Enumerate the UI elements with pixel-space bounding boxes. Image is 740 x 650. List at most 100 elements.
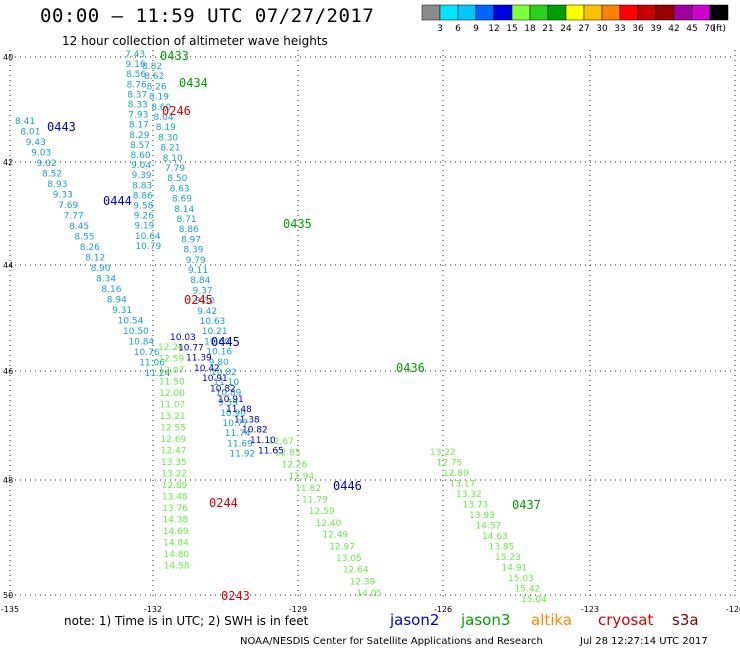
swh-value-label: 10.91 [218,395,244,405]
swh-value-label: 11.74 [225,429,251,439]
legend-color-swatch [529,4,549,21]
legend-bin-label: 70 [704,24,716,34]
swh-value-label: 8.50 [167,174,187,184]
swh-value-label: 8.29 [129,131,149,141]
swh-value-label: 10.42 [194,364,220,374]
legend-color-swatch [673,4,693,21]
swh-value-label: 8.45 [69,222,89,232]
swh-value-label: 8.19 [149,93,169,103]
legend-bin-label: 3 [437,24,443,34]
swh-value-label: 8.71 [177,215,197,225]
swh-value-label: 9.39 [132,171,152,181]
swh-value-label: 12.26 [158,343,184,353]
swh-value-label: 9.42 [197,307,217,317]
swh-value-label: 9.02 [37,159,57,169]
swh-value-label: 14.91 [502,564,528,574]
satellite-legend-label: s3a [672,611,699,629]
swh-value-label: 10.91 [202,374,228,384]
legend-color-swatch [601,4,621,21]
swh-value-label: 9.30 [195,297,215,307]
pass-time-label: 0444 [103,194,132,208]
swh-value-label: 10.64 [135,232,161,242]
legend-color-swatch [475,4,495,21]
swh-value-label: 9.43 [26,138,46,148]
legend-color-swatch [439,4,459,21]
swh-value-label: 8.83 [132,181,152,191]
swh-value-label: 13.93 [469,511,495,521]
swh-value-label: 14.57 [476,522,502,532]
swh-value-label: 14.84 [163,539,189,549]
pass-time-label: 0244 [209,496,238,510]
legend-color-swatch [619,4,639,21]
swh-value-label: 14.05 [356,589,382,599]
swh-value-label: 8.21 [160,144,180,154]
swh-value-label: 8.86 [133,191,153,201]
swh-value-label: 12.47 [161,447,187,457]
swh-value-label: 9.19 [134,222,154,232]
swh-value-label: 7.93 [128,111,148,121]
legend-color-swatch [493,4,513,21]
legend-color-swatch [565,4,585,21]
swh-value-label: 11.07 [160,401,186,411]
y-tick-label: 44 [3,261,13,270]
swh-value-label: 11.24 [145,369,171,379]
swh-value-label: 8.55 [74,233,94,243]
swh-value-label: 10.84 [128,338,154,348]
swh-value-label: 12.00 [159,389,185,399]
swh-value-label: 9.58 [133,202,153,212]
swh-value-label: 8.14 [174,205,194,215]
swh-value-label: 11.10 [250,436,276,446]
swh-value-label: 13.17 [450,480,476,490]
swh-value-label: 7.79 [165,164,185,174]
legend-color-swatch [709,4,729,21]
swh-value-label: 10.21 [202,327,228,337]
swh-value-label: 8.97 [181,235,201,245]
swh-value-label: 9.03 [31,149,51,159]
pass-time-label: 0246 [162,104,191,118]
pass-time-label: 0436 [396,361,425,375]
swh-value-label: 9.04 [131,161,151,171]
swh-value-label: 11.79 [302,496,328,506]
legend-bin-label: 36 [632,24,644,34]
swh-value-label: 10.90 [220,409,246,419]
legend-bin-label: 24 [560,24,572,34]
swh-value-label: 13.05 [336,554,362,564]
swh-value-label: 11.38 [234,415,260,425]
satellite-legend-label: altika [531,611,572,629]
legend-bin-label: 39 [650,24,662,34]
swh-value-label: 12.40 [316,519,342,529]
swh-value-label: 15.23 [495,553,521,563]
swh-value-label: 12.49 [322,531,348,541]
legend-color-swatch [637,4,657,21]
swh-value-label: 9.59 [218,399,238,409]
lat-lon-grid [9,50,736,600]
pass-time-label: 0435 [283,217,312,231]
swh-value-label: 9.33 [53,191,73,201]
y-tick-label: 40 [3,53,13,62]
pass-time-label: 0446 [333,479,362,493]
swh-value-label: 12.69 [160,435,186,445]
legend-bin-label: 15 [506,24,517,34]
swh-value-label: 8.16 [101,285,121,295]
footer-note: note: 1) Time is in UTC; 2) SWH is in fe… [64,614,309,628]
pass-time-label: 0245 [184,293,213,307]
swh-value-label: 10.60 [204,337,230,347]
swh-value-label: 9.11 [188,266,208,276]
swh-value-label: 8.90 [91,264,111,274]
x-tick-label: -129 [289,605,307,614]
swh-value-label: 8.94 [107,296,127,306]
swh-value-label: 10.82 [211,368,237,378]
swh-value-label: 10.77 [178,343,204,353]
pass-time-label: 0434 [179,76,208,90]
swh-value-label: 8.60 [151,103,171,113]
legend-bin-label: 6 [455,24,461,34]
x-tick-label: -132 [144,605,162,614]
color-legend: 3 6 9 12 15 18 21 24 27 30 33 36 39 42 45 70(ft) [421,4,729,34]
swh-value-label: 11.06 [139,359,165,369]
swh-value-label: 15.03 [508,574,534,584]
x-tick-label: -126 [434,605,452,614]
swh-value-label: 10.54 [118,317,144,327]
swh-value-label: 9.16 [126,60,146,70]
swh-value-label: 11.48 [226,405,252,415]
